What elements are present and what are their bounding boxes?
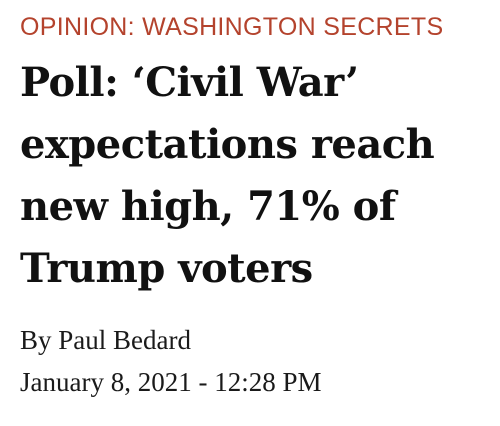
article-header: OPINION: WASHINGTON SECRETS Poll: ‘Civil…: [20, 12, 490, 400]
section-label[interactable]: OPINION: WASHINGTON SECRETS: [20, 13, 444, 41]
author-byline[interactable]: By Paul Bedard: [20, 325, 191, 355]
headline-line: new high, 71% of: [20, 183, 396, 230]
headline-line: expectations reach: [20, 121, 435, 168]
publish-date: January 8, 2021 - 12:28 PM: [20, 367, 322, 397]
headline-line: Trump voters: [20, 245, 313, 292]
headline[interactable]: Poll: ‘Civil War’ expectations reach new…: [20, 52, 490, 300]
headline-line: Poll: ‘Civil War’: [20, 59, 359, 106]
